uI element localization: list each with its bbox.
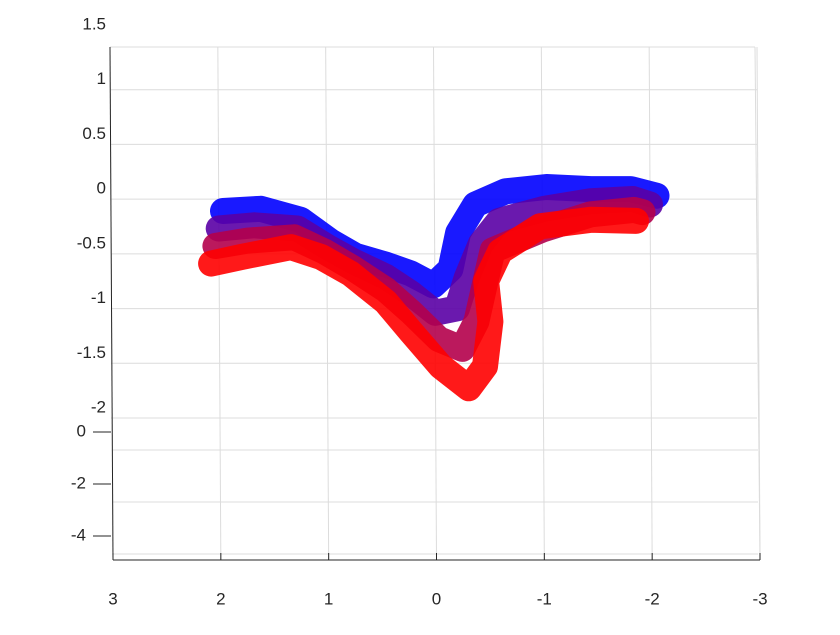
y-tick-label: -1.5 <box>77 343 106 362</box>
x-tick-label: 2 <box>216 589 225 608</box>
grid-line-right <box>754 46 761 561</box>
y-tick-label: 1.5 <box>82 14 106 33</box>
grid-line <box>217 46 222 561</box>
y-tick-label: 1 <box>97 69 106 88</box>
plot-area <box>198 174 670 402</box>
z-tick-label: -2 <box>71 473 86 492</box>
x-tick-label: 3 <box>108 589 117 608</box>
z-tick-label: -4 <box>71 525 86 544</box>
x-tick-label: -3 <box>752 589 767 608</box>
x-tick-label: 1 <box>324 589 333 608</box>
z-tick-label: 0 <box>77 421 86 440</box>
ticks: 3 2 1 0 -1 -2 -3 1.5 1 0.5 0 -0.5 -1 -1.5 -2 0 -2 -4 <box>71 14 768 608</box>
y-tick-label: -2 <box>91 397 106 416</box>
x-tick-label: -2 <box>645 589 660 608</box>
y-tick-label: -0.5 <box>77 233 106 252</box>
x-tick-label: -1 <box>537 589 552 608</box>
grid-line <box>325 46 330 561</box>
grid-line <box>540 46 545 561</box>
vertical-axis <box>109 46 114 561</box>
x-tick-label: 0 <box>432 589 441 608</box>
grid-line <box>648 46 653 561</box>
y-tick-label: 0 <box>97 179 106 198</box>
point-band <box>198 206 649 402</box>
y-tick-label: -1 <box>91 288 106 307</box>
y-tick-label: 0.5 <box>82 124 106 143</box>
